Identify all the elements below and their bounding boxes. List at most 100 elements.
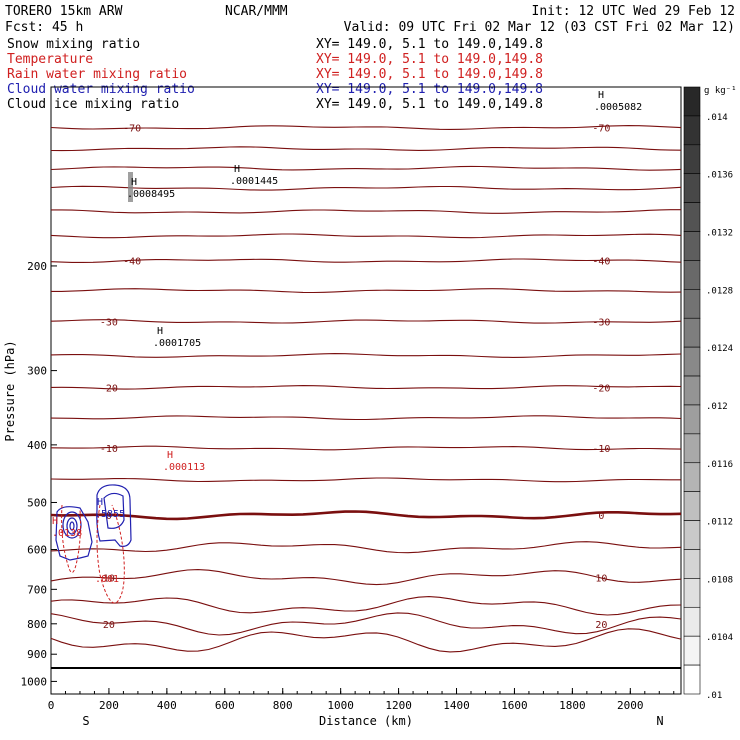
temperature-contour — [50, 125, 682, 130]
temperature-contour — [50, 628, 682, 653]
rain-contours — [61, 504, 125, 604]
contour-label: -40 — [592, 257, 610, 268]
colorbar-label: .0128 — [706, 286, 733, 296]
temperature-contour — [50, 185, 682, 191]
max-value: .5855 — [95, 509, 125, 520]
x-tick-label: 2000 — [617, 699, 644, 712]
contour-label: -30 — [592, 317, 610, 328]
field-name-rain: Rain water mixing ratio — [7, 67, 187, 82]
colorbar-bin — [683, 635, 701, 666]
y-tick-label: 1000 — [21, 675, 48, 688]
colorbar-label: .014 — [706, 113, 728, 123]
x-tick-label: 800 — [273, 699, 293, 712]
colorbar-label: .0112 — [706, 518, 733, 528]
contour-label: 20 — [103, 620, 115, 631]
y-tick-label: 700 — [27, 583, 47, 596]
contour-label: 20 — [595, 620, 607, 631]
x-tick-label: 600 — [215, 699, 235, 712]
y-axis: 200 300 400 500 600 700 800 900 1000 — [21, 260, 57, 688]
valid-time: Valid: 09 UTC Fri 02 Mar 12 (03 CST Fri … — [344, 20, 735, 35]
temperature-contour — [51, 288, 682, 294]
contour-label: -70 — [123, 124, 141, 135]
max-marker: H — [131, 177, 137, 188]
x-axis-label: Distance (km) — [319, 714, 413, 728]
colorbar-label: .0108 — [706, 575, 733, 585]
max-marker: H — [598, 90, 604, 101]
temperature-contour — [50, 353, 682, 358]
colorbar-bin — [683, 404, 701, 435]
contour-label: -20 — [592, 383, 610, 394]
cloud-water-contour — [96, 484, 132, 547]
colorbar-bin — [683, 317, 701, 348]
x-tick-label: 0 — [48, 699, 55, 712]
max-marker: H — [97, 497, 103, 508]
temperature-contour — [50, 146, 682, 152]
center-label: NCAR/MMM — [225, 4, 288, 19]
temperature-contour — [50, 541, 682, 554]
max-marker: H — [234, 164, 240, 175]
temperature-contour — [50, 596, 682, 616]
field-xy-snow: XY= 149.0, 5.1 to 149.0,149.8 — [316, 37, 543, 52]
max-annotations: H .0005082 H .0008495 H .0001445 H .0001… — [52, 90, 642, 585]
contour-label: -70 — [592, 124, 610, 135]
temperature-contour — [50, 510, 682, 521]
y-axis-label: Pressure (hPa) — [3, 340, 17, 441]
colorbar-bin — [683, 491, 701, 521]
colorbar-label: .0104 — [706, 633, 733, 643]
temperature-contour — [50, 319, 682, 324]
temperature-contour — [50, 477, 681, 483]
colorbar-bin — [683, 115, 701, 146]
x-tick-label: 1600 — [501, 699, 528, 712]
cloud-water-contour — [66, 517, 78, 535]
contour-label: -30 — [100, 317, 118, 328]
max-value: .0138 — [52, 528, 82, 539]
field-xy-cloud-water: XY= 149.0, 5.1 to 149.0,149.8 — [316, 82, 543, 97]
colorbar: .014 .0136 .0132 .0128 .0124 .012 .0116 .0112 .0… — [683, 86, 733, 701]
colorbar-bin — [683, 433, 701, 464]
contour-label: -40 — [123, 257, 141, 268]
field-xy-temperature: XY= 149.0, 5.1 to 149.0,149.8 — [316, 52, 543, 67]
contour-label: 0 — [106, 511, 112, 522]
temperature-contour — [50, 612, 682, 636]
cloud-water-contours — [55, 484, 132, 561]
colorbar-bin — [683, 144, 701, 175]
colorbar-bin — [683, 375, 701, 406]
max-value: .0008495 — [127, 189, 175, 200]
contour-label: 10 — [595, 573, 607, 584]
colorbar-bin — [683, 289, 701, 319]
model-line: TORERO 15km ARW — [5, 4, 123, 19]
temperature-contour — [50, 445, 682, 451]
contour-label: -10 — [100, 444, 118, 455]
snow-shading — [128, 172, 133, 202]
temperature-contour — [50, 569, 682, 586]
colorbar-bin — [683, 173, 701, 203]
forecast-line: Fcst: 45 h — [5, 20, 83, 35]
cloud-water-contour — [103, 492, 125, 529]
cloud-water-contour — [62, 511, 82, 539]
max-marker: H — [167, 450, 173, 461]
temperature-contour — [50, 165, 682, 171]
y-tick-label: 200 — [27, 260, 47, 273]
colorbar-bin — [683, 578, 701, 608]
field-name-snow: Snow mixing ratio — [7, 37, 140, 52]
south-end-label: S — [82, 714, 89, 728]
colorbar-bin — [683, 260, 701, 290]
rain-contour-label: .001 — [95, 574, 119, 585]
field-name-cloud-water: Cloud water mixing ratio — [7, 82, 195, 97]
x-tick-label: 1400 — [443, 699, 470, 712]
field-name-temperature: Temperature — [7, 52, 93, 67]
y-tick-label: 400 — [27, 439, 47, 452]
field-legend: Snow mixing ratio XY= 149.0, 5.1 to 149.… — [7, 37, 543, 112]
init-time: Init: 12 UTC Wed 29 Feb 12 — [532, 4, 736, 19]
colorbar-bin — [683, 549, 701, 579]
max-value: .0005082 — [594, 102, 642, 113]
y-tick-label: 900 — [27, 648, 47, 661]
contour-label: 10 — [103, 573, 115, 584]
max-marker: H — [157, 326, 163, 337]
colorbar-bin — [683, 606, 701, 637]
x-tick-label: 400 — [157, 699, 177, 712]
colorbar-label: .0132 — [706, 229, 733, 239]
x-tick-label: 200 — [99, 699, 119, 712]
contour-label: -10 — [592, 444, 610, 455]
